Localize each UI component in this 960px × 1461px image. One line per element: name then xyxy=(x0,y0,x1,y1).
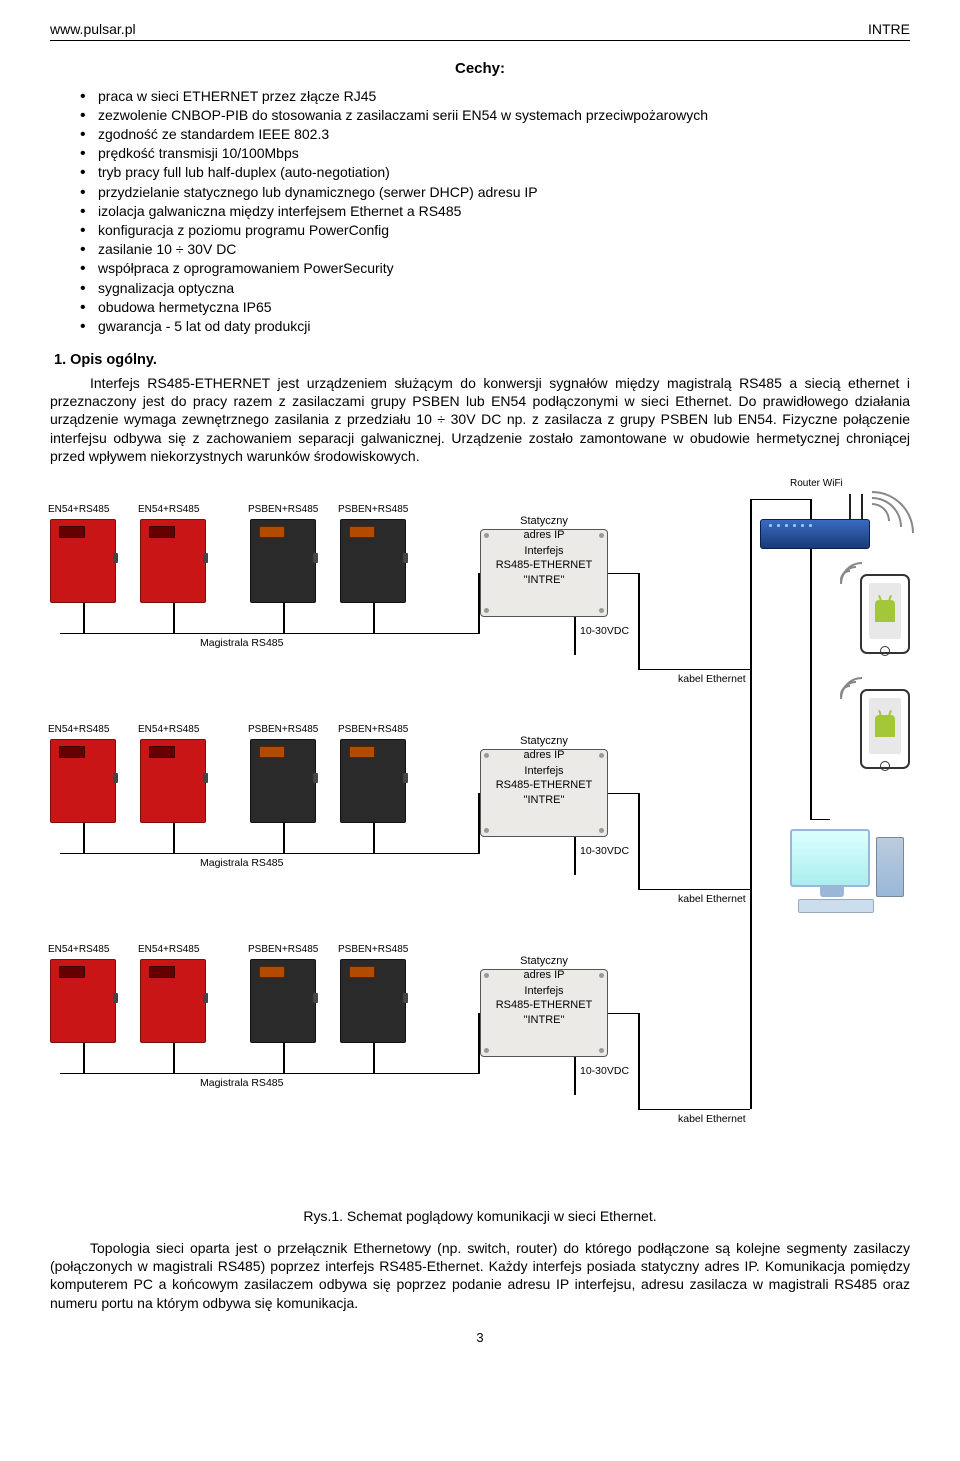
feature-item: obudowa hermetyczna IP65 xyxy=(80,298,910,316)
figure-caption: Rys.1. Schemat poglądowy komunikacji w s… xyxy=(50,1207,910,1225)
header-left: www.pulsar.pl xyxy=(50,20,136,38)
feature-item: sygnalizacja optyczna xyxy=(80,279,910,297)
feature-item: konfiguracja z poziomu programu PowerCon… xyxy=(80,221,910,239)
description-para: Interfejs RS485-ETHERNET jest urządzenie… xyxy=(50,374,910,465)
feature-item: współpraca z oprogramowaniem PowerSecuri… xyxy=(80,259,910,277)
feature-item: izolacja galwaniczna między interfejsem … xyxy=(80,202,910,220)
feature-item: przydzielanie statycznego lub dynamiczne… xyxy=(80,183,910,201)
features-list: praca w sieci ETHERNET przez złącze RJ45… xyxy=(80,87,910,335)
feature-item: zasilanie 10 ÷ 30V DC xyxy=(80,240,910,258)
feature-item: zgodność ze standardem IEEE 802.3 xyxy=(80,125,910,143)
header-right: INTRE xyxy=(868,20,910,38)
feature-item: zezwolenie CNBOP-PIB do stosowania z zas… xyxy=(80,106,910,124)
feature-item: gwarancja - 5 lat od daty produkcji xyxy=(80,317,910,335)
topology-para: Topologia sieci oparta jest o przełączni… xyxy=(50,1239,910,1312)
page-header: www.pulsar.pl INTRE xyxy=(50,20,910,41)
feature-item: prędkość transmisji 10/100Mbps xyxy=(80,144,910,162)
page-number: 3 xyxy=(50,1330,910,1347)
network-diagram: EN54+RS485EN54+RS485PSBEN+RS485PSBEN+RS4… xyxy=(50,479,910,1199)
feature-item: tryb pracy full lub half-duplex (auto-ne… xyxy=(80,163,910,181)
section-heading: 1. Opis ogólny. xyxy=(54,351,910,370)
feature-item: praca w sieci ETHERNET przez złącze RJ45 xyxy=(80,87,910,105)
features-title: Cechy: xyxy=(50,59,910,79)
